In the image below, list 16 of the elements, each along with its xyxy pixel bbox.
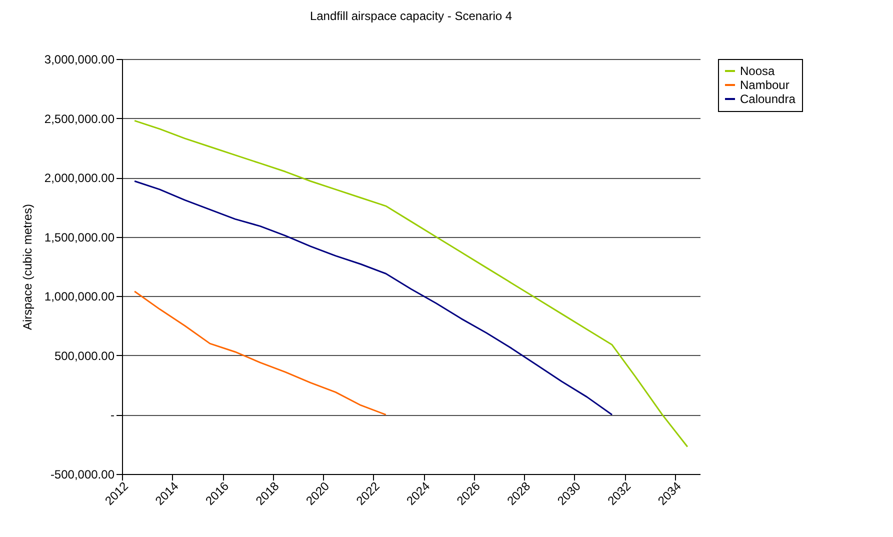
legend-label: Nambour <box>740 78 790 92</box>
y-tick-label: 1,500,000.00 <box>44 230 115 244</box>
y-tick-label: 500,000.00 <box>54 348 115 363</box>
line-series <box>134 180 613 416</box>
legend-label: Noosa <box>740 64 776 78</box>
chart-title: Landfill airspace capacity - Scenario 4 <box>310 9 512 23</box>
line-series <box>134 290 387 416</box>
line-series <box>134 120 688 448</box>
y-tick-label: 2,500,000.00 <box>44 112 115 126</box>
y-axis-title: Airspace (cubic metres) <box>20 204 34 330</box>
y-tick-label: 1,000,000.00 <box>44 290 115 304</box>
y-tick-label: 2,000,000.00 <box>44 171 115 186</box>
y-tick-label: - <box>110 408 114 422</box>
legend-label: Caloundra <box>740 92 796 106</box>
y-tick-label: -500,000.00 <box>50 468 115 482</box>
y-tick-label: 3,000,000.00 <box>44 52 115 66</box>
